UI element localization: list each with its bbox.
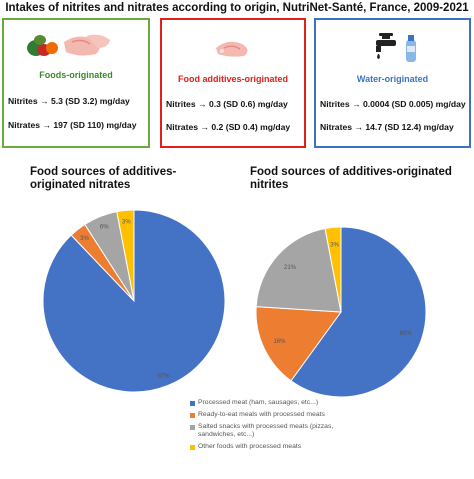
nitrites-pie-title: Food sources of additives-originated nit… <box>250 166 452 191</box>
additives-nitrates-value: Nitrates → 0.2 (SD 0.4) mg/day <box>166 122 291 132</box>
pie-data-label-salted-snacks: 6% <box>100 225 109 231</box>
food-additives-originated-box: Food additives-originated Nitrites → 0.3… <box>160 18 306 148</box>
pie-slice-processed-meat <box>290 226 427 398</box>
pie-data-label-processed-meat: 60% <box>400 331 413 337</box>
pie-slice-other-foods <box>324 226 342 313</box>
water-nitrites-value: Nitrites → 0.0004 (SD 0.005) mg/day <box>320 99 466 109</box>
legend-swatch <box>190 413 195 418</box>
water-originated-label: Water-originated <box>356 74 429 84</box>
legend-label: Salted snacks with processed meats (pizz… <box>198 423 334 438</box>
pie-slice-ready-to-eat-meals <box>255 306 342 382</box>
faucet-and-bottle-icon <box>376 33 416 62</box>
legend-item-processed-meat: Processed meat (ham, sausages, etc...) <box>190 399 340 407</box>
processed-meat-icon <box>216 41 248 57</box>
pie-data-label-other-foods: 3% <box>330 242 339 248</box>
legend-swatch <box>190 425 195 430</box>
foods-originated-box: Foods-originated Nitrites → 5.3 (SD 3.2)… <box>2 18 150 148</box>
nitrates-pie-chart: 87% 3% 6% 3% <box>42 209 226 393</box>
legend-swatch <box>190 445 195 450</box>
nitrates-pie-title: Food sources of additives-originated nit… <box>30 166 177 191</box>
pie-data-label-salted-snacks: 21% <box>284 265 297 271</box>
pie-data-label-processed-meat: 87% <box>158 373 171 379</box>
legend-label: Ready-to-eat meals with processed meats <box>198 411 325 418</box>
water-nitrates-value: Nitrates → 14.7 (SD 12.4) mg/day <box>320 122 454 132</box>
pie-slice-salted-snacks <box>255 227 342 313</box>
pie-slice-other-foods <box>116 209 135 302</box>
legend-label: Other foods with processed meats <box>198 443 302 450</box>
legend-item-ready-to-eat-meals: Ready-to-eat meals with processed meats <box>190 411 340 419</box>
pie-data-label-ready-to-eat-meals: 16% <box>273 339 286 345</box>
legend-label: Processed meat (ham, sausages, etc...) <box>198 399 319 406</box>
meat-and-vegetables-icon <box>27 34 110 56</box>
page-title: Intakes of nitrites and nitrates accordi… <box>5 2 469 14</box>
additives-nitrites-value: Nitrites → 0.3 (SD 0.6) mg/day <box>166 99 288 109</box>
nitrites-pie-chart: 60% 16% 21% 3% <box>255 226 427 398</box>
foods-nitrites-value: Nitrites → 5.3 (SD 3.2) mg/day <box>8 96 130 106</box>
legend-item-other-foods: Other foods with processed meats <box>190 443 340 451</box>
pie-data-label-other-foods: 3% <box>122 219 131 225</box>
food-additives-originated-label: Food additives-originated <box>177 74 288 84</box>
legend-item-salted-snacks: Salted snacks with processed meats (pizz… <box>190 423 340 439</box>
foods-originated-label: Foods-originated <box>39 70 113 80</box>
legend-swatch <box>190 401 195 406</box>
foods-nitrates-value: Nitrates → 197 (SD 110) mg/day <box>8 120 137 130</box>
pie-data-label-ready-to-eat-meals: 3% <box>80 236 89 242</box>
chart-legend: Processed meat (ham, sausages, etc...) R… <box>190 399 340 455</box>
water-originated-box: Water-originated Nitrites → 0.0004 (SD 0… <box>314 18 471 148</box>
